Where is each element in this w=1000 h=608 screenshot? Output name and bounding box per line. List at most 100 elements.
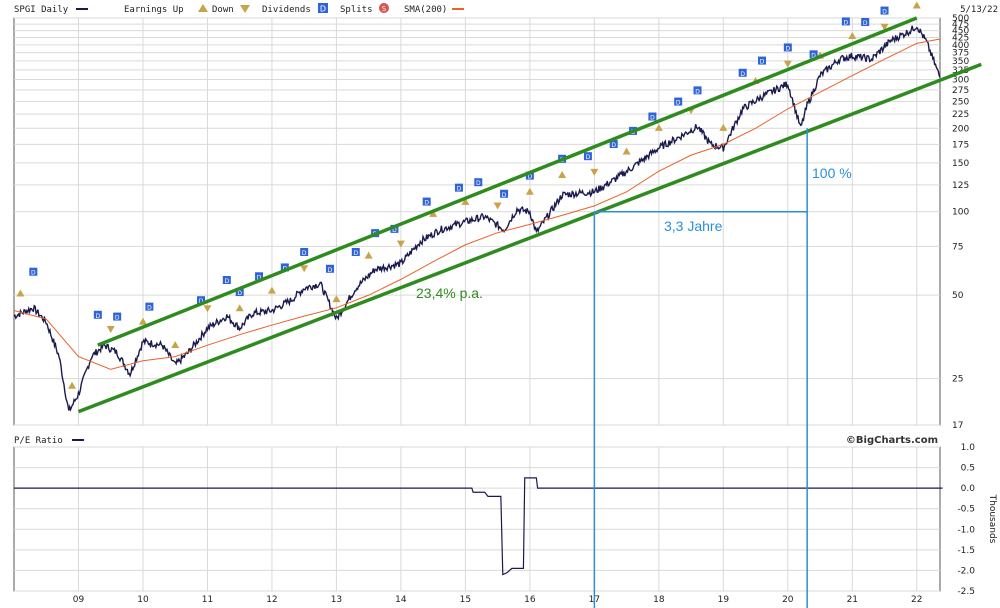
pe-units-label: Thousands: [987, 494, 997, 544]
earnings-up-marker: [332, 295, 341, 303]
pe-y-tick: 1.0: [961, 443, 976, 453]
earnings-down-marker: [203, 305, 212, 313]
x-tick-label: 19: [718, 595, 730, 605]
earnings-up-marker: [848, 31, 857, 39]
dividend-marker-letter: D: [863, 20, 868, 27]
legend-header: SPGI Daily Earnings Up Down Dividends D …: [14, 3, 998, 15]
dividend-icon-letter: D: [320, 5, 326, 14]
dividend-marker-letter: D: [502, 192, 507, 199]
legend-earnings-down-label: Down: [212, 5, 234, 15]
dividend-marker-letter: D: [882, 9, 887, 16]
split-icon-letter: S: [382, 5, 387, 13]
dividend-marker: [583, 152, 592, 161]
dividend-marker: [454, 183, 463, 192]
price-y-tick: 400: [952, 41, 969, 51]
dividend-marker: [235, 288, 244, 297]
pe-series: [14, 477, 943, 576]
price-y-tick: 100: [952, 208, 969, 218]
x-tick-label: 20: [782, 595, 794, 605]
pe-gridlines: [14, 446, 940, 592]
dividend-marker: [325, 264, 334, 273]
earnings-up-marker: [235, 304, 244, 312]
earnings-up-marker: [912, 1, 921, 9]
x-tick-label: 13: [331, 595, 342, 605]
event-markers: DDDDDDDDDDDDDDDDDDDDDDDDDDDDDDDDDD: [16, 1, 921, 389]
x-tick-label: 10: [137, 595, 149, 605]
earnings-down-marker: [783, 60, 792, 68]
earnings-up-marker: [461, 197, 470, 205]
legend-symbol-label: SPGI Daily: [14, 5, 69, 15]
x-tick-label: 16: [524, 595, 536, 605]
pe-y-tick: -2.0: [957, 566, 975, 576]
price-y-tick: 200: [952, 124, 969, 134]
dividend-marker: [474, 178, 483, 187]
x-tick-label: 12: [266, 595, 277, 605]
dividend-marker: [880, 6, 889, 15]
dividend-marker-letter: D: [237, 290, 242, 297]
rate-annotation: 23,4% p.a.: [416, 285, 483, 301]
earnings-up-marker: [525, 187, 534, 195]
dividend-marker: [648, 112, 657, 121]
channel-upper-line: [97, 16, 918, 347]
dividend-marker-letter: D: [786, 45, 791, 52]
pe-y-tick: -1.0: [957, 525, 975, 535]
legend-sma-label: SMA(200): [404, 5, 447, 15]
earnings-up-marker: [68, 381, 77, 389]
price-y-tick: 250: [952, 97, 969, 107]
earnings-down-marker: [106, 326, 115, 334]
dividend-marker-letter: D: [676, 100, 681, 107]
price-y-tick: 425: [952, 34, 969, 44]
price-y-tick: 475: [952, 20, 969, 30]
price-y-tick: 125: [952, 181, 969, 191]
pe-y-tick: 0.5: [961, 464, 975, 474]
price-y-tick: 25: [952, 375, 963, 385]
dividend-marker: [783, 43, 792, 52]
x-tick-label: 21: [847, 595, 858, 605]
pe-y-axis: 1.0 0.5 0.0 -0.5 -1.0 -1.5 -2.0 -2.5: [957, 443, 975, 597]
dividend-marker: [609, 140, 618, 149]
dividend-marker-letter: D: [115, 315, 120, 322]
x-axis: 0910111213141516171819202122: [73, 595, 923, 605]
earnings-up-marker: [654, 123, 663, 131]
dividend-marker: [113, 312, 122, 321]
dividend-marker: [197, 296, 206, 305]
duration-annotation: 3,3 Jahre: [664, 218, 723, 234]
dividend-icon: [318, 3, 328, 13]
pe-line: [14, 477, 943, 576]
dividend-marker-letter: D: [96, 313, 101, 320]
dividend-marker: [29, 267, 38, 276]
x-tick-label: 09: [73, 595, 85, 605]
dividend-marker-letter: D: [586, 154, 591, 161]
earnings-down-marker: [590, 168, 599, 176]
price-y-tick: 300: [952, 75, 969, 85]
price-y-tick: 75: [952, 242, 963, 252]
earnings-down-marker: [880, 23, 889, 31]
earnings-up-marker: [622, 147, 631, 155]
x-tick-label: 11: [202, 595, 213, 605]
dividend-marker-letter: D: [611, 142, 616, 149]
dividend-marker: [222, 276, 231, 285]
x-tick-label: 15: [460, 595, 471, 605]
dividend-marker: [300, 248, 309, 257]
dividend-marker: [861, 17, 870, 26]
dividend-marker-letter: D: [811, 52, 816, 59]
dividend-marker-letter: D: [650, 115, 655, 122]
dividend-marker: [422, 197, 431, 206]
price-y-tick: 450: [952, 27, 969, 37]
dividend-marker: [255, 272, 264, 281]
pe-y-tick: 0.0: [961, 484, 976, 494]
dividend-marker: [841, 17, 850, 26]
pe-y-tick: -1.5: [957, 546, 975, 556]
pe-y-tick: -2.5: [957, 587, 975, 597]
earnings-up-marker: [267, 286, 276, 294]
dividend-marker-letter: D: [424, 200, 429, 207]
pe-panel: 1.00.50.0-0.5-1.0-1.5-2.0-2.5 P/E Ratio …: [13, 435, 997, 597]
dividend-marker: [738, 68, 747, 77]
dividend-marker-letter: D: [457, 186, 462, 193]
dividend-marker: [758, 56, 767, 65]
dividend-marker-letter: D: [224, 278, 229, 285]
dividend-marker-letter: D: [302, 250, 307, 257]
earnings-down-marker: [493, 202, 502, 210]
earnings-down-icon: [240, 5, 250, 13]
sma-line: [13, 38, 941, 370]
